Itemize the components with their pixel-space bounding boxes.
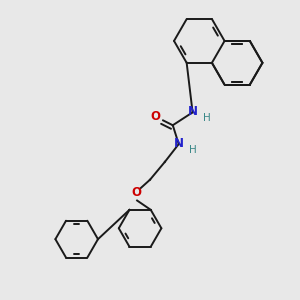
Text: O: O [131, 186, 141, 199]
Text: O: O [150, 110, 160, 123]
Text: N: N [188, 105, 198, 118]
Text: H: H [189, 145, 196, 155]
Text: N: N [174, 136, 184, 150]
Text: H: H [202, 113, 210, 123]
